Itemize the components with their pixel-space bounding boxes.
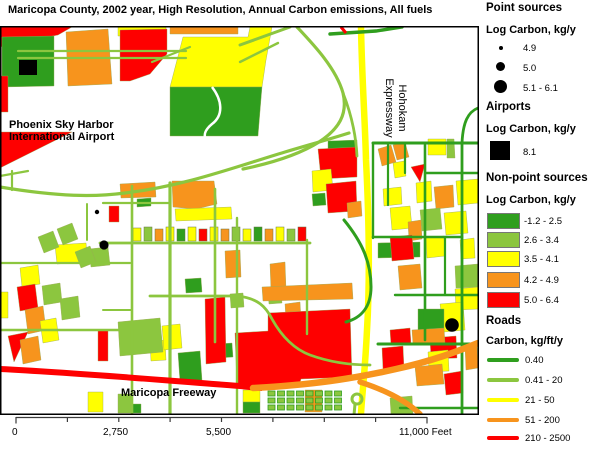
legend-point-label-2: 5.0 xyxy=(523,63,537,74)
legend-roads-title: Roads xyxy=(486,315,522,327)
expressway-label: Hohokam Expressway xyxy=(382,73,408,143)
map-area: Phoenix Sky Harbor International Airport… xyxy=(0,26,479,415)
legend-nonpoint-subtitle: Log Carbon, kg/y xyxy=(486,194,576,206)
road-label-4: 51 - 200 xyxy=(525,415,560,426)
road-label-3: 21 - 50 xyxy=(525,395,555,406)
road-swatch-4 xyxy=(487,418,519,422)
expressway-label-line1: Hohokam xyxy=(396,84,408,132)
legend-point-label-1: 4.9 xyxy=(523,43,537,54)
legend: Point sources Log Carbon, kg/y 4.9 5.0 5… xyxy=(486,0,610,449)
airport-square-icon xyxy=(490,141,510,160)
road-swatch-5 xyxy=(487,436,519,440)
parcel-strip-central xyxy=(132,226,307,242)
nonpoint-label-5: 5.0 - 6.4 xyxy=(524,295,559,306)
nonpoint-swatch-2 xyxy=(487,232,520,248)
map-title: Maricopa County, 2002 year, High Resolut… xyxy=(8,4,433,16)
map-border xyxy=(0,26,479,415)
scale-label-11000: 11,000 Feet xyxy=(399,427,452,438)
legend-airports-subtitle: Log Carbon, kg/y xyxy=(486,123,576,135)
legend-point-label-3: 5.1 - 6.1 xyxy=(523,83,558,94)
legend-airports-title: Airports xyxy=(486,101,531,113)
nonpoint-label-1: -1.2 - 2.5 xyxy=(524,216,563,227)
road-swatch-2 xyxy=(487,378,519,382)
nonpoint-swatch-4 xyxy=(487,272,520,288)
parcel-grid-bottom xyxy=(267,390,342,411)
legend-airport-label: 8.1 xyxy=(523,147,537,158)
point-source-small-dot-icon xyxy=(499,46,503,50)
nonpoint-swatch-1 xyxy=(487,213,520,229)
airport-label-line2: International Airport xyxy=(9,131,115,143)
point-source-small-dot xyxy=(94,209,100,215)
dark-green-roads xyxy=(328,26,479,415)
point-source-dots xyxy=(94,209,459,332)
emissions-map xyxy=(0,26,479,415)
orange-roads xyxy=(249,339,479,415)
runway-curve xyxy=(203,86,222,138)
legend-point-sources-title: Point sources xyxy=(486,2,563,14)
nonpoint-label-3: 3.5 - 4.1 xyxy=(524,254,559,265)
point-source-large-dot-icon xyxy=(494,80,507,93)
scale-label-5500: 5,500 xyxy=(206,427,232,438)
road-label-5: 210 - 2500 xyxy=(525,433,571,444)
airport-label: Phoenix Sky Harbor International Airport xyxy=(9,119,114,143)
scale-label-0: 0 xyxy=(12,427,18,438)
scale-label-2750: 2,750 xyxy=(103,427,129,438)
freeway-label: Maricopa Freeway xyxy=(121,387,217,399)
airport-label-line1: Phoenix Sky Harbor xyxy=(9,119,114,131)
road-swatch-1 xyxy=(487,358,519,362)
expressway-label-line2: Expressway xyxy=(383,78,395,138)
nonpoint-swatch-3 xyxy=(487,251,520,267)
scale-bar xyxy=(15,416,428,424)
road-label-1: 0.40 xyxy=(525,355,544,366)
airport-square-symbol xyxy=(19,60,37,75)
point-source-medium-dot xyxy=(99,240,109,250)
point-source-large-dot xyxy=(445,318,459,332)
road-swatch-3 xyxy=(487,398,519,402)
road-label-2: 0.41 - 20 xyxy=(525,375,563,386)
point-source-medium-dot-icon xyxy=(496,62,505,71)
legend-nonpoint-title: Non-point sources xyxy=(486,172,588,184)
nonpoint-label-2: 2.6 - 3.4 xyxy=(524,235,559,246)
nonpoint-swatch-5 xyxy=(487,292,520,308)
light-green-roads xyxy=(0,26,372,415)
legend-point-sources-subtitle: Log Carbon, kg/y xyxy=(486,24,576,36)
red-road-segment xyxy=(339,26,348,34)
legend-roads-subtitle: Carbon, kg/ft/y xyxy=(486,335,564,347)
nonpoint-label-4: 4.2 - 4.9 xyxy=(524,275,559,286)
